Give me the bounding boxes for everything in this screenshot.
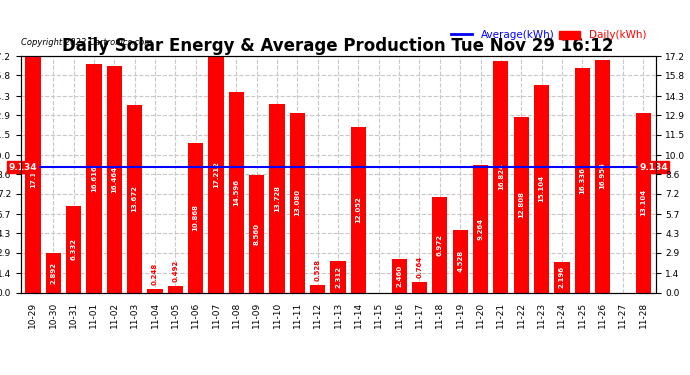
Text: 4.528: 4.528 — [457, 251, 463, 273]
Text: 8.560: 8.560 — [254, 223, 259, 245]
Bar — [635, 112, 651, 292]
Text: Copyright 2022 Cartronics.com: Copyright 2022 Cartronics.com — [21, 38, 152, 47]
Bar — [249, 175, 264, 292]
Bar — [46, 253, 61, 292]
Text: 0.528: 0.528 — [315, 259, 321, 281]
Bar — [534, 85, 549, 292]
Bar — [351, 127, 366, 292]
Text: 9.134: 9.134 — [8, 162, 37, 171]
Text: 17.144: 17.144 — [30, 161, 36, 189]
Text: 10.868: 10.868 — [193, 204, 199, 231]
Text: 2.460: 2.460 — [396, 264, 402, 286]
Text: 16.956: 16.956 — [600, 163, 606, 189]
Text: 13.672: 13.672 — [132, 185, 137, 212]
Bar — [229, 92, 244, 292]
Bar — [554, 262, 569, 292]
Text: 6.332: 6.332 — [70, 238, 77, 260]
Text: 12.808: 12.808 — [518, 191, 524, 218]
Bar — [148, 289, 163, 292]
Text: 2.312: 2.312 — [335, 266, 341, 288]
Bar — [188, 143, 204, 292]
Bar — [269, 104, 285, 292]
Text: 2.196: 2.196 — [559, 266, 565, 288]
Text: 6.972: 6.972 — [437, 234, 443, 256]
Bar — [310, 285, 326, 292]
Text: 16.464: 16.464 — [111, 166, 117, 193]
Text: 13.728: 13.728 — [274, 185, 280, 212]
Bar — [208, 56, 224, 292]
Text: 0.492: 0.492 — [172, 260, 178, 282]
Text: 15.104: 15.104 — [539, 175, 544, 202]
Bar — [432, 197, 447, 292]
Bar — [331, 261, 346, 292]
Bar — [66, 206, 81, 292]
Bar — [513, 117, 529, 292]
Bar — [86, 64, 101, 292]
Text: 17.212: 17.212 — [213, 161, 219, 188]
Text: 13.104: 13.104 — [640, 189, 647, 216]
Text: 16.336: 16.336 — [579, 167, 585, 194]
Text: 14.596: 14.596 — [233, 179, 239, 206]
Text: 0.764: 0.764 — [417, 256, 422, 278]
Bar — [107, 66, 122, 292]
Text: 16.616: 16.616 — [91, 165, 97, 192]
Bar — [575, 68, 590, 292]
Legend: Average(kWh), Daily(kWh): Average(kWh), Daily(kWh) — [447, 26, 650, 44]
Text: 12.052: 12.052 — [355, 196, 362, 223]
Text: 9.134: 9.134 — [639, 162, 668, 171]
Text: 2.892: 2.892 — [50, 262, 57, 284]
Bar — [595, 60, 610, 292]
Bar — [412, 282, 427, 292]
Bar — [127, 105, 142, 292]
Bar — [453, 230, 468, 292]
Text: 16.824: 16.824 — [498, 164, 504, 190]
Text: 13.080: 13.080 — [295, 189, 300, 216]
Bar — [473, 165, 488, 292]
Bar — [493, 62, 509, 292]
Text: 9.264: 9.264 — [477, 218, 484, 240]
Title: Daily Solar Energy & Average Production Tue Nov 29 16:12: Daily Solar Energy & Average Production … — [62, 37, 614, 55]
Text: 0.248: 0.248 — [152, 263, 158, 285]
Bar — [26, 57, 41, 292]
Bar — [168, 286, 183, 292]
Bar — [290, 113, 305, 292]
Bar — [391, 259, 407, 292]
